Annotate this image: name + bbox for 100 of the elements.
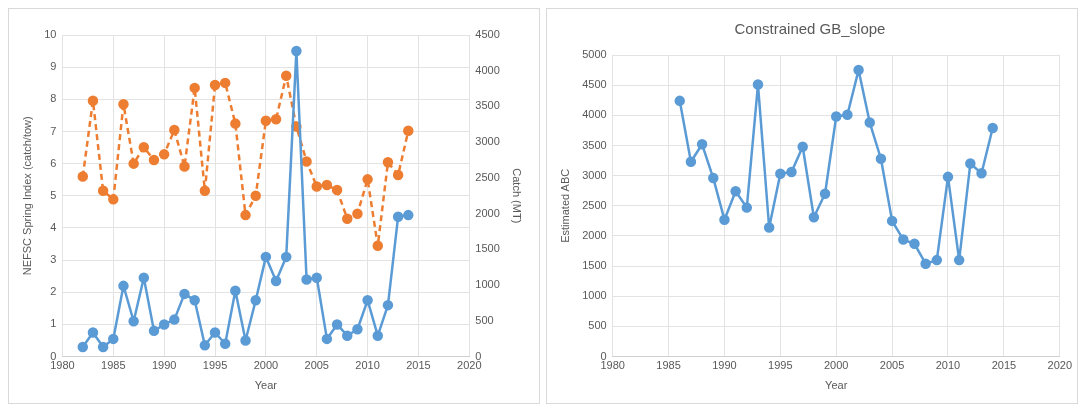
x-tick-label: 2010 — [355, 359, 380, 372]
point — [920, 258, 931, 269]
point — [270, 275, 282, 287]
y2-tick-label: 500 — [475, 313, 494, 326]
point — [976, 167, 987, 179]
point — [909, 238, 920, 250]
y-tick-label: 2000 — [582, 228, 607, 241]
point — [77, 171, 89, 182]
point — [362, 295, 373, 306]
x-tick-label: 1980 — [50, 359, 75, 372]
point — [260, 115, 272, 127]
point — [362, 174, 373, 185]
point — [118, 280, 129, 292]
point — [898, 234, 909, 245]
point — [128, 315, 139, 327]
y2-tick-label: 2000 — [475, 206, 500, 219]
x-tick-label: 1980 — [600, 359, 625, 372]
point — [886, 215, 898, 227]
point — [138, 272, 150, 284]
point — [372, 330, 384, 341]
point — [97, 341, 109, 353]
point — [311, 181, 322, 192]
y-tick-label: 1 — [50, 317, 57, 330]
point — [342, 213, 353, 224]
point — [87, 327, 99, 338]
point — [158, 319, 170, 330]
point — [209, 327, 221, 338]
point — [280, 251, 292, 263]
x-tick-label: 2015 — [406, 359, 431, 372]
y2-tick-label: 2500 — [475, 170, 500, 183]
point — [158, 149, 170, 160]
point — [169, 314, 180, 325]
point — [942, 171, 954, 183]
y-tick-label: 4 — [50, 220, 57, 233]
y-tick-label: 2 — [50, 285, 57, 298]
x-tick-label: 2005 — [304, 359, 329, 372]
x-tick-label: 1990 — [712, 359, 737, 372]
point — [301, 156, 312, 167]
point — [331, 184, 343, 196]
point — [965, 158, 976, 169]
point — [719, 214, 730, 225]
point — [931, 254, 943, 266]
point — [209, 79, 221, 91]
x-tick-label: 1985 — [101, 359, 126, 372]
point — [763, 222, 775, 233]
point — [987, 122, 998, 134]
x-tick-label: 2005 — [879, 359, 905, 372]
point — [392, 211, 404, 222]
point — [118, 99, 129, 110]
point — [674, 95, 685, 107]
x-tick-label: 1995 — [768, 359, 793, 372]
x-tick-label: 2000 — [253, 359, 279, 372]
point — [797, 141, 808, 152]
x-tick-label: 1990 — [151, 359, 177, 372]
point — [730, 186, 741, 197]
y2-tick-label: 0 — [475, 349, 482, 362]
point — [953, 254, 965, 266]
y-tick-label: 500 — [588, 319, 607, 332]
point — [321, 179, 333, 191]
point — [403, 209, 414, 221]
point — [250, 295, 261, 306]
y2-tick-label: 3500 — [475, 99, 500, 112]
point — [189, 295, 200, 306]
point — [382, 299, 394, 311]
point — [189, 82, 200, 94]
point — [819, 188, 831, 199]
point — [77, 341, 89, 353]
x-axis-title: Year — [825, 379, 848, 392]
point — [321, 333, 333, 345]
y-tick-label: 0 — [50, 349, 57, 362]
point — [199, 185, 211, 197]
point — [842, 109, 853, 120]
y-tick-label: 1500 — [582, 259, 607, 272]
y2-tick-label: 1500 — [475, 242, 500, 255]
x-tick-label: 1995 — [202, 359, 228, 372]
point — [382, 156, 394, 168]
y2-tick-label: 1000 — [475, 278, 500, 291]
y-tick-label: 7 — [50, 124, 57, 137]
y-tick-label: 10 — [44, 28, 57, 41]
point — [685, 156, 697, 168]
y-tick-label: 5 — [50, 188, 57, 201]
point — [148, 325, 160, 337]
point — [311, 272, 322, 284]
point — [291, 45, 302, 57]
x-tick-label: 2015 — [991, 359, 1017, 372]
point — [240, 209, 251, 221]
y2-tick-label: 3000 — [475, 135, 500, 148]
point — [853, 64, 864, 76]
x-axis-title: Year — [254, 379, 278, 392]
point — [696, 139, 708, 150]
point — [352, 324, 363, 335]
point — [108, 194, 119, 205]
point — [331, 319, 343, 330]
point — [352, 208, 363, 219]
point — [875, 153, 887, 164]
point — [808, 212, 820, 223]
y-tick-label: 9 — [50, 60, 57, 73]
y-tick-label: 3000 — [582, 168, 607, 181]
point — [219, 77, 231, 89]
point — [138, 141, 150, 153]
